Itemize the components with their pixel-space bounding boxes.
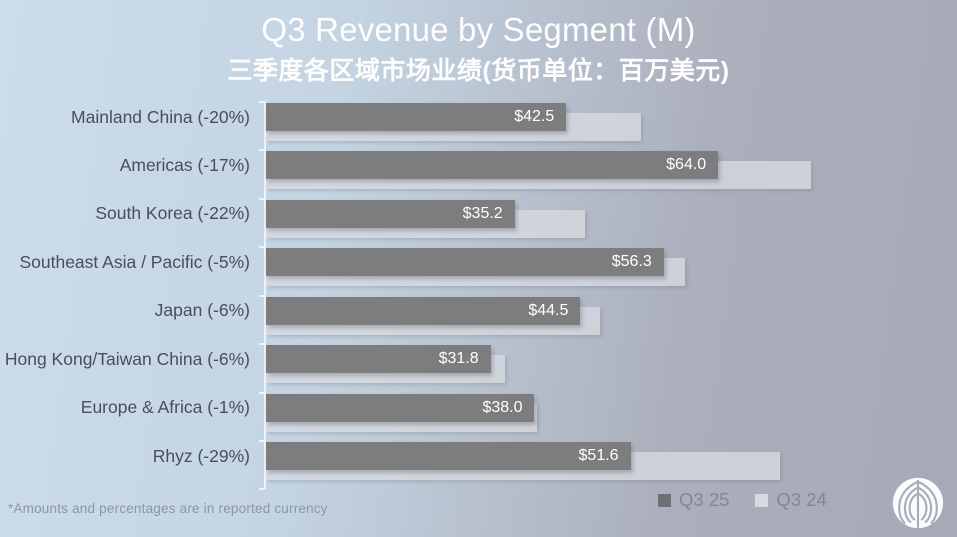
bar-value-label: $35.2 xyxy=(462,204,503,222)
bar-q3-25: $35.2 xyxy=(266,199,515,228)
axis-tick xyxy=(259,149,264,152)
bar-q3-25: $64.0 xyxy=(266,151,719,180)
axis-tick xyxy=(259,101,264,103)
page-subtitle: 三季度各区域市场业绩(货币单位：百万美元) xyxy=(227,56,730,85)
axis-tick xyxy=(259,246,264,249)
bar-q3-25: $56.3 xyxy=(266,248,664,277)
category-label: Rhyz (-29%) xyxy=(152,445,250,466)
category-label: South Korea (-22%) xyxy=(95,203,250,224)
bar-value-label: $44.5 xyxy=(528,301,569,319)
bar-value-label: $42.5 xyxy=(514,108,555,125)
page-title: Q3 Revenue by Segment (M) xyxy=(261,11,696,48)
bar-q3-25: $51.6 xyxy=(266,442,631,470)
category-label: Americas (-17%) xyxy=(119,154,250,175)
bar-q3-25: $31.8 xyxy=(266,345,491,374)
legend-swatch-q3-24 xyxy=(755,493,769,507)
legend-item-q3-25: Q3 25 xyxy=(658,489,729,511)
bar-q3-25: $38.0 xyxy=(266,393,535,422)
axis-tick xyxy=(259,294,264,297)
axis-tick xyxy=(259,343,264,346)
legend-swatch-q3-25 xyxy=(658,493,671,507)
bar-q3-25: $44.5 xyxy=(266,296,581,325)
bar-value-label: $64.0 xyxy=(666,156,707,174)
bar-value-label: $38.0 xyxy=(482,398,523,416)
category-label: Japan (-6%) xyxy=(154,300,250,321)
footnote: *Amounts and percentages are in reported… xyxy=(8,501,328,516)
axis-tick xyxy=(259,440,264,442)
axis-tick xyxy=(259,197,264,200)
axis-tick xyxy=(259,391,264,394)
legend-label-q3-25: Q3 25 xyxy=(679,489,730,510)
category-label: Hong Kong/Taiwan China (-6%) xyxy=(4,348,250,369)
legend-label-q3-24: Q3 24 xyxy=(776,489,827,510)
category-label: Southeast Asia / Pacific (-5%) xyxy=(19,251,250,272)
category-axis-line xyxy=(264,101,266,489)
legend-item-q3-24: Q3 24 xyxy=(755,489,827,511)
category-label: Europe & Africa (-1%) xyxy=(80,397,250,418)
bar-value-label: $56.3 xyxy=(611,253,652,271)
chart-legend: Q3 25 Q3 24 xyxy=(658,489,827,511)
title-block: Q3 Revenue by Segment (M) 三季度各区域市场业绩(货币单… xyxy=(0,11,957,87)
category-label: Mainland China (-20%) xyxy=(71,106,250,127)
bar-value-label: $31.8 xyxy=(438,350,479,368)
axis-tick xyxy=(259,488,264,491)
bar-q3-25: $42.5 xyxy=(266,103,567,131)
fountain-logo-icon xyxy=(892,477,944,529)
bar-value-label: $51.6 xyxy=(578,447,619,464)
